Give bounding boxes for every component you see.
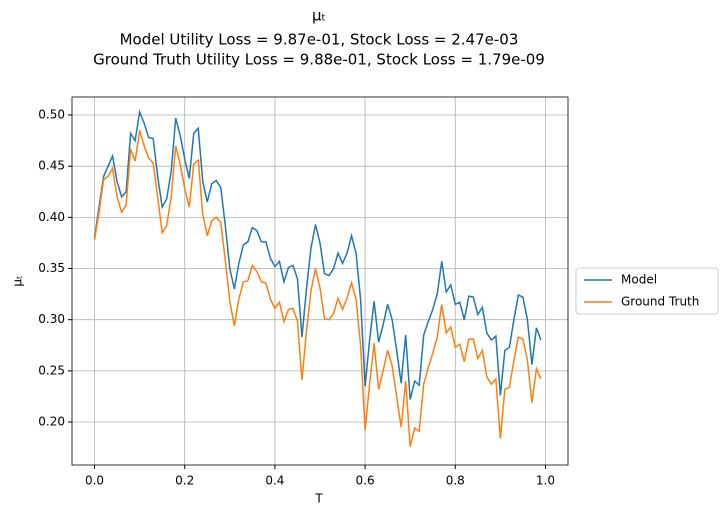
- data-line: [93, 130, 542, 447]
- chart-title: Model Utility Loss = 9.87e-01, Stock Los…: [120, 31, 519, 49]
- chart-title: μₜ: [312, 7, 326, 25]
- y-tick-label: 0.30: [38, 312, 65, 326]
- y-tick-label: 0.50: [38, 108, 65, 122]
- y-tick-label: 0.40: [38, 210, 65, 224]
- x-tick-label: 0.4: [265, 474, 284, 488]
- y-axis-label: μₜ: [11, 275, 25, 286]
- legend-label: Model: [621, 273, 657, 287]
- y-tick-label: 0.25: [38, 363, 65, 377]
- chart-title: Ground Truth Utility Loss = 9.88e-01, St…: [93, 51, 545, 69]
- y-tick-label: 0.35: [38, 261, 65, 275]
- data-line: [93, 109, 542, 400]
- x-tick-label: 0.8: [446, 474, 465, 488]
- y-tick-label: 0.20: [38, 415, 65, 429]
- x-tick-label: 0.6: [356, 474, 375, 488]
- x-tick-label: 1.0: [536, 474, 555, 488]
- legend-label: Ground Truth: [621, 295, 699, 309]
- x-axis-label: T: [314, 492, 323, 506]
- plot-frame: [71, 96, 569, 466]
- x-tick-label: 0.2: [175, 474, 194, 488]
- y-tick-label: 0.45: [38, 159, 65, 173]
- x-tick-label: 0.0: [85, 474, 104, 488]
